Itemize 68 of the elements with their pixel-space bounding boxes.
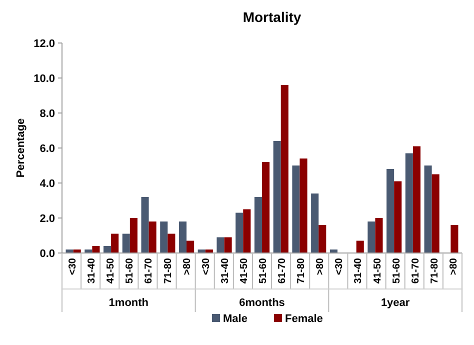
x-tick-label: <30 [200, 258, 212, 275]
bar [311, 194, 319, 253]
x-tick-label: 71-80 [296, 258, 308, 284]
x-tick-label: 71-80 [162, 258, 174, 284]
bar [375, 218, 383, 253]
x-tick-label: >80 [182, 258, 193, 275]
bar [280, 85, 288, 253]
legend-label: Female [285, 313, 323, 325]
x-tick-label: 71-80 [429, 258, 440, 284]
bar [318, 225, 326, 253]
x-tick-label: 41-50 [106, 258, 117, 284]
bar [412, 146, 420, 253]
bar [130, 218, 138, 253]
bar [186, 240, 194, 253]
bar [450, 225, 458, 253]
y-tick-label: 12.0 [34, 38, 55, 50]
bar [141, 197, 149, 253]
bar [178, 222, 187, 253]
bar [122, 234, 130, 253]
bar [394, 181, 402, 253]
bar [104, 246, 112, 253]
text: 1month [108, 297, 149, 309]
bar [424, 166, 432, 253]
bar [368, 222, 376, 253]
text: 6months [239, 297, 285, 309]
chart-title: Mortality [242, 9, 302, 25]
bar [92, 246, 100, 253]
bar [292, 166, 300, 253]
x-tick-label: 31-40 [220, 258, 231, 284]
bar [236, 212, 244, 253]
y-tick-label: 10.0 [34, 73, 55, 85]
y-tick-label: 4.0 [40, 178, 55, 190]
x-tick-label: 61-70 [144, 258, 155, 284]
x-tick-label: <30 [334, 258, 346, 275]
bar [356, 240, 364, 253]
y-tick-label: 2.0 [40, 213, 55, 225]
bar [405, 153, 413, 253]
x-tick-label: 41-50 [372, 258, 384, 284]
x-tick-label: 41-50 [238, 258, 250, 284]
bar [224, 237, 232, 253]
bar [432, 174, 440, 253]
x-tick-label: >80 [448, 258, 460, 275]
bar [148, 222, 156, 253]
x-tick-label: 31-40 [86, 258, 98, 284]
y-tick-label: 0.0 [40, 248, 55, 260]
bar [254, 197, 262, 253]
bar [300, 158, 308, 253]
y-tick-label: 6.0 [40, 143, 55, 155]
x-tick-label: 51-60 [124, 258, 136, 284]
bar [262, 162, 270, 253]
bar [386, 169, 394, 253]
x-tick-label: <30 [68, 258, 79, 275]
bar [160, 222, 168, 253]
y-tick-label: 8.0 [40, 108, 55, 120]
x-tick-label: 31-40 [353, 258, 364, 284]
x-tick-label: 61-70 [410, 258, 422, 284]
x-tick-label: 61-70 [277, 258, 288, 284]
bar [168, 234, 176, 253]
bar [111, 234, 119, 253]
text: 1year [380, 297, 410, 309]
bar [216, 237, 224, 253]
bar [243, 209, 251, 253]
x-tick-label: 51-60 [258, 258, 269, 284]
x-tick-label: 51-60 [391, 258, 402, 284]
x-tick-label: >80 [315, 258, 326, 275]
legend-label: Male [223, 313, 248, 325]
bar [273, 141, 281, 253]
y-axis-title: Percentage [15, 118, 27, 178]
